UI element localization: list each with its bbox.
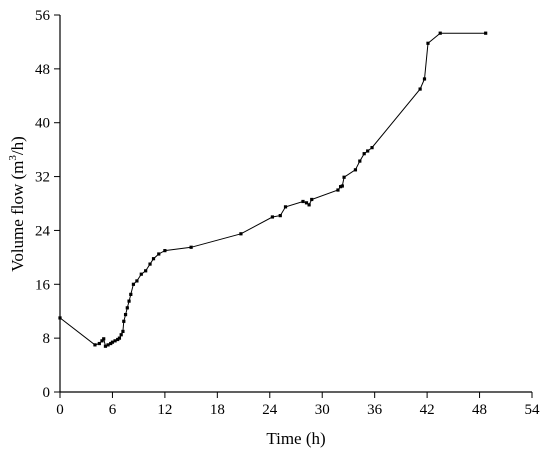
y-tick-label: 32 bbox=[35, 170, 50, 186]
data-point bbox=[370, 146, 374, 150]
data-point bbox=[353, 168, 358, 172]
y-tick-label: 40 bbox=[35, 116, 50, 132]
data-point bbox=[157, 252, 161, 256]
data-point bbox=[336, 188, 340, 192]
x-tick-label: 42 bbox=[420, 402, 435, 418]
data-point bbox=[283, 205, 288, 209]
y-axis-title: Volume flow (m3/h) bbox=[7, 136, 27, 272]
x-tick-label: 18 bbox=[210, 402, 225, 418]
data-point bbox=[278, 214, 282, 218]
x-tick-label: 24 bbox=[262, 402, 278, 418]
data-point bbox=[304, 201, 309, 205]
data-point bbox=[110, 340, 115, 344]
data-point bbox=[93, 343, 97, 347]
series-layer bbox=[58, 31, 488, 348]
data-point bbox=[338, 185, 343, 189]
y-tick-label: 24 bbox=[35, 223, 51, 239]
data-point bbox=[438, 31, 442, 35]
data-point bbox=[125, 306, 129, 310]
data-point bbox=[270, 215, 274, 219]
x-tick-label: 36 bbox=[367, 402, 383, 418]
data-point bbox=[151, 257, 156, 261]
data-point bbox=[119, 333, 123, 337]
data-point bbox=[113, 339, 117, 343]
data-point bbox=[139, 272, 143, 276]
data-point bbox=[58, 316, 62, 320]
data-point bbox=[116, 337, 120, 342]
data-point bbox=[97, 341, 101, 346]
y-axis-title-sup: 3 bbox=[7, 155, 19, 161]
y-tick-label: 16 bbox=[35, 277, 51, 293]
data-point bbox=[310, 197, 314, 202]
data-point bbox=[106, 343, 110, 347]
plot-area bbox=[59, 15, 532, 393]
data-point bbox=[340, 184, 344, 188]
data-point bbox=[422, 77, 427, 81]
x-tick-label: 48 bbox=[472, 402, 487, 418]
data-point bbox=[123, 312, 128, 317]
data-point bbox=[163, 249, 167, 253]
data-point bbox=[362, 152, 366, 156]
data-point bbox=[484, 31, 488, 35]
data-point bbox=[117, 336, 122, 340]
data-point bbox=[366, 149, 370, 153]
data-point bbox=[103, 344, 108, 348]
data-point bbox=[131, 282, 136, 286]
data-point bbox=[100, 339, 104, 343]
x-tick-label: 0 bbox=[56, 402, 64, 418]
data-point bbox=[301, 199, 305, 204]
data-point bbox=[189, 245, 193, 249]
data-point bbox=[307, 203, 311, 207]
data-point bbox=[342, 175, 346, 179]
x-tick-label: 54 bbox=[525, 402, 541, 418]
y-tick-label: 48 bbox=[35, 62, 50, 78]
data-point bbox=[129, 292, 133, 296]
series-line bbox=[59, 32, 486, 347]
data-point bbox=[122, 319, 126, 323]
x-tick-label: 30 bbox=[315, 402, 330, 418]
y-axis-title-prefix: Volume flow (m bbox=[8, 161, 27, 272]
data-point bbox=[239, 232, 243, 236]
x-axis-ticks: 0 6 12 18 24 30 36 42 48 54 bbox=[56, 392, 540, 418]
x-tick-label: 6 bbox=[109, 402, 117, 418]
y-tick-label: 56 bbox=[35, 8, 51, 24]
data-point bbox=[127, 299, 131, 303]
data-point bbox=[121, 329, 125, 334]
data-point bbox=[148, 262, 152, 266]
data-point bbox=[426, 41, 430, 45]
x-tick-label: 12 bbox=[157, 402, 172, 418]
data-point bbox=[358, 159, 362, 163]
y-tick-label: 8 bbox=[43, 331, 51, 347]
data-point bbox=[144, 269, 148, 273]
y-tick-label: 0 bbox=[43, 385, 51, 401]
x-axis-title: Time (h) bbox=[266, 429, 325, 448]
data-point bbox=[418, 87, 422, 91]
data-point bbox=[135, 279, 139, 283]
y-axis-ticks: 0 8 16 24 32 40 48 56 bbox=[35, 8, 60, 401]
data-point bbox=[102, 337, 106, 341]
data-point bbox=[109, 341, 113, 346]
y-axis-title-suffix: /h) bbox=[8, 136, 27, 155]
